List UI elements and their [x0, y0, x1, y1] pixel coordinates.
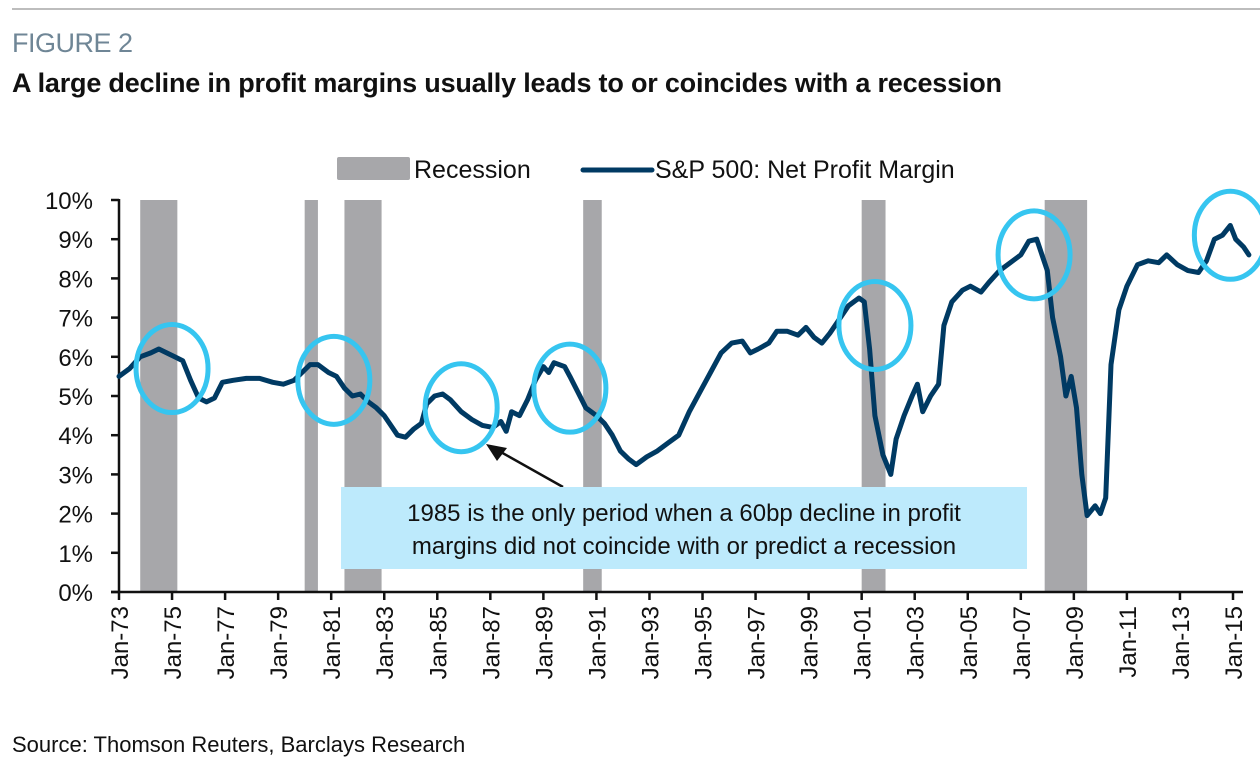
highlight-circle-7 [1191, 188, 1260, 282]
y-tick-label: 9% [58, 227, 93, 254]
x-tick-label: Jan-75 [160, 606, 187, 679]
y-tick-label: 4% [58, 423, 93, 450]
x-tick-label: Jan-87 [478, 606, 505, 679]
highlight-circle-5 [836, 278, 914, 372]
highlight-circle-4 [531, 341, 609, 435]
x-tick-label: Jan-15 [1221, 606, 1248, 679]
y-tick-label: 3% [58, 462, 93, 489]
x-tick-label: Jan-77 [213, 606, 240, 679]
y-tick-label: 6% [58, 345, 93, 372]
annotation: 1985 is the only period when a 60bp decl… [341, 444, 1027, 569]
annotation-arrowhead [486, 444, 507, 461]
legend-recession-swatch [337, 157, 410, 180]
highlight-circle-1 [133, 322, 211, 416]
annotation-text-line-1: 1985 is the only period when a 60bp decl… [407, 500, 961, 527]
x-tick-label: Jan-97 [744, 606, 771, 679]
x-tick-label: Jan-99 [797, 606, 824, 679]
x-tick-label: Jan-13 [1168, 606, 1195, 679]
x-tick-label: Jan-81 [319, 606, 346, 679]
y-tick-label: 5% [58, 384, 93, 411]
highlight-circle-6 [995, 208, 1073, 302]
x-tick-label: Jan-95 [691, 606, 718, 679]
x-tick-label: Jan-07 [1009, 606, 1036, 679]
legend: Recession S&P 500: Net Profit Margin [337, 156, 955, 184]
y-tick-label: 7% [58, 306, 93, 333]
chart-title: A large decline in profit margins usuall… [12, 68, 1002, 98]
x-tick-label: Jan-05 [956, 606, 983, 679]
annotation-text-line-2: margins did not coincide with or predict… [412, 533, 956, 560]
y-tick-label: 1% [58, 541, 93, 568]
source-note: Source: Thomson Reuters, Barclays Resear… [12, 732, 466, 757]
figure-label: FIGURE 2 [12, 28, 133, 58]
x-tick-label: Jan-85 [425, 606, 452, 679]
x-tick-label: Jan-01 [850, 606, 877, 679]
recession-band-2 [304, 200, 318, 592]
x-axis-ticks: Jan-73 Jan-75 Jan-77 Jan-79 Jan-81 Jan-83 Jan-… [107, 592, 1248, 679]
x-tick-label: Jan-93 [637, 606, 664, 679]
x-tick-label: Jan-11 [1115, 606, 1142, 678]
top-divider [12, 8, 1260, 10]
x-tick-label: Jan-91 [584, 606, 611, 679]
x-tick-label: Jan-79 [266, 606, 293, 679]
highlight-circle-2 [295, 333, 373, 427]
y-tick-label: 2% [58, 502, 93, 529]
highlight-circles [133, 188, 1260, 455]
annotation-arrow [498, 449, 564, 489]
y-tick-label: 0% [58, 580, 93, 607]
annotation-box [341, 487, 1027, 569]
legend-line-label: S&P 500: Net Profit Margin [655, 156, 955, 184]
x-tick-label: Jan-03 [903, 606, 930, 679]
highlight-circle-3 [422, 361, 500, 455]
profit-margin-line [116, 223, 1252, 519]
x-tick-label: Jan-89 [531, 606, 558, 679]
x-tick-label: Jan-09 [1062, 606, 1089, 679]
y-tick-label: 8% [58, 266, 93, 293]
legend-recession-label: Recession [414, 156, 531, 184]
y-axis-ticks: 0% 1% 2% 3% 4% 5% 6% 7% 8% 9% 10% [45, 188, 119, 607]
x-tick-label: Jan-73 [107, 606, 134, 679]
y-tick-label: 10% [45, 188, 93, 215]
x-tick-label: Jan-83 [372, 606, 399, 679]
